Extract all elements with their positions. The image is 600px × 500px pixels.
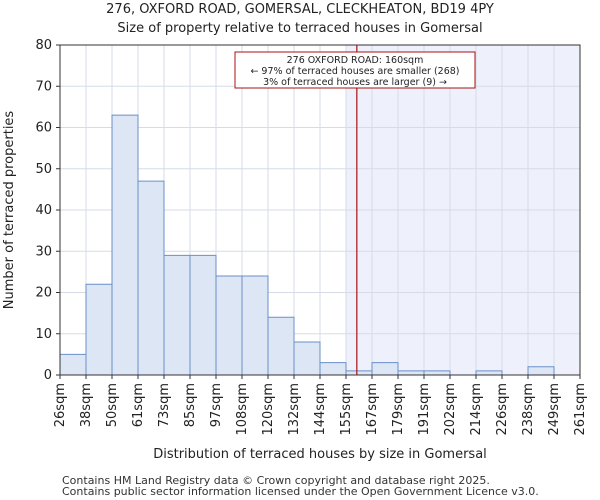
y-tick-label: 60 — [35, 121, 52, 136]
x-tick-label: 38sqm — [79, 383, 94, 427]
x-tick-label: 214sqm — [469, 383, 484, 436]
histogram-bar — [59, 353, 87, 376]
chart-subtitle: Size of property relative to terraced ho… — [117, 21, 483, 36]
histogram-bar — [267, 316, 295, 376]
y-tick-label: 10 — [35, 327, 52, 342]
histogram-bar — [319, 362, 347, 376]
histogram-bar — [137, 180, 165, 376]
x-tick-label: 61sqm — [131, 383, 146, 427]
histogram-bar — [293, 341, 321, 376]
annotation-text: 276 OXFORD ROAD: 160sqm — [287, 55, 424, 66]
histogram-bar — [241, 275, 269, 376]
chart-title: 276, OXFORD ROAD, GOMERSAL, CLECKHEATON,… — [106, 2, 494, 17]
y-tick-label: 30 — [35, 244, 52, 259]
x-tick-label: 132sqm — [287, 383, 302, 436]
annotation-text: ← 97% of terraced houses are smaller (26… — [250, 66, 459, 77]
x-tick-label: 202sqm — [443, 383, 458, 436]
y-tick-label: 20 — [35, 286, 52, 301]
histogram-bar — [423, 370, 451, 376]
histogram-bar — [189, 254, 217, 376]
x-tick-label: 108sqm — [235, 383, 250, 436]
y-tick-label: 50 — [35, 162, 52, 177]
histogram-bar — [345, 370, 373, 376]
x-tick-label: 167sqm — [365, 383, 380, 436]
histogram-bar — [397, 370, 425, 376]
x-tick-label: 226sqm — [495, 383, 510, 436]
x-axis-title: Distribution of terraced houses by size … — [153, 447, 487, 462]
histogram-bar — [371, 362, 399, 376]
histogram-bar — [111, 114, 139, 376]
x-tick-label: 191sqm — [417, 383, 432, 436]
x-tick-label: 73sqm — [157, 383, 172, 427]
histogram-bar — [85, 283, 113, 376]
x-tick-label: 155sqm — [339, 383, 354, 436]
y-tick-label: 80 — [35, 38, 52, 53]
x-tick-label: 26sqm — [53, 383, 68, 427]
histogram-chart: 0 10 20 30 40 50 60 70 80 26sqm 38sqm 50sqm 61sqm 73s… — [2, 38, 588, 462]
x-tick-label: 238sqm — [521, 383, 536, 436]
annotation-text: 3% of terraced houses are larger (9) → — [263, 77, 447, 88]
footer-copyright: Contains HM Land Registry data © Crown c… — [62, 474, 490, 487]
x-tick-label: 249sqm — [547, 383, 562, 436]
x-tick-label: 179sqm — [391, 383, 406, 436]
x-tick-label: 85sqm — [183, 383, 198, 427]
annotation-box — [234, 51, 476, 89]
y-tick-label: 0 — [44, 368, 52, 383]
x-tick-label: 144sqm — [313, 383, 328, 436]
histogram-bar — [163, 254, 191, 376]
y-tick-label: 70 — [35, 79, 52, 94]
x-tick-label: 120sqm — [261, 383, 276, 436]
histogram-bar — [527, 366, 555, 376]
y-tick-label: 40 — [35, 203, 52, 218]
footer-licence: Contains public sector information licen… — [62, 485, 539, 498]
x-tick-label: 97sqm — [209, 383, 224, 427]
histogram-bar — [215, 275, 243, 376]
y-axis-title: Number of terraced properties — [2, 111, 17, 310]
x-tick-label: 50sqm — [105, 383, 120, 427]
x-tick-label: 261sqm — [573, 383, 588, 436]
histogram-bar — [475, 370, 503, 376]
